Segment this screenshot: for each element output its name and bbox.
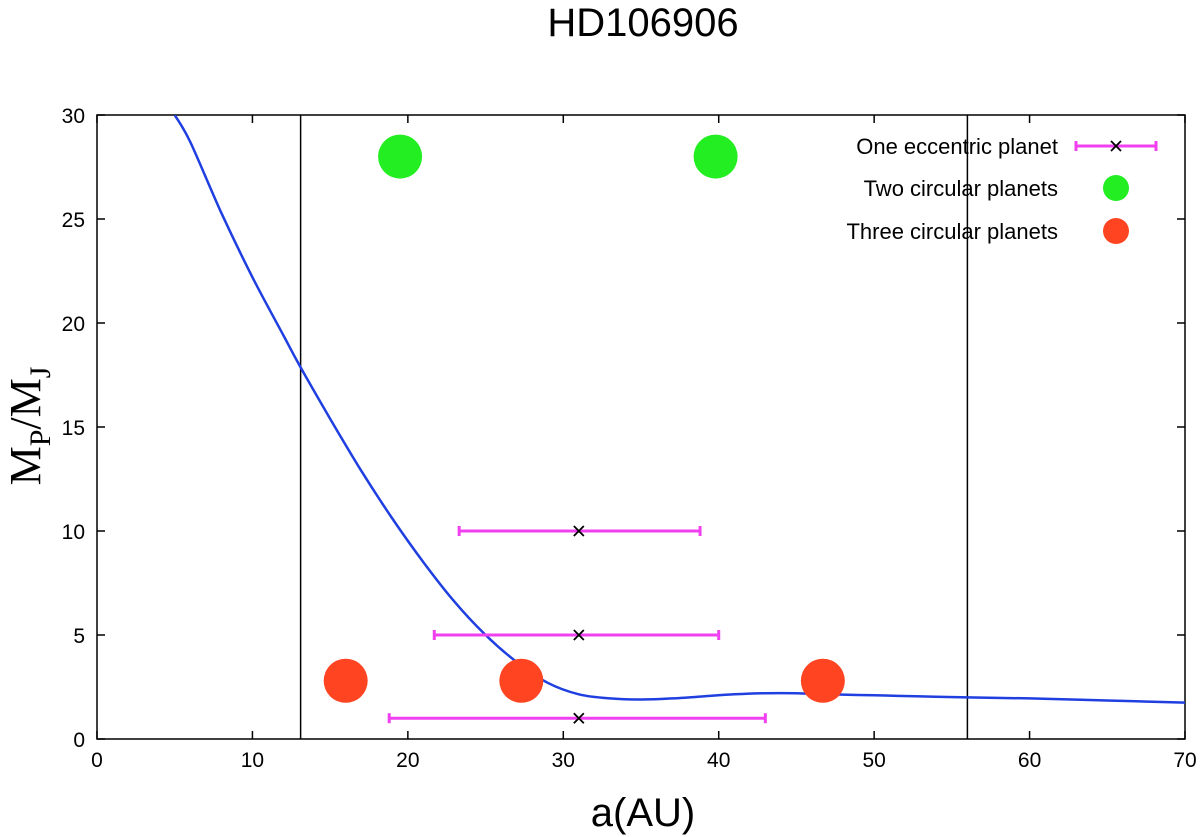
x-tick-label: 40 — [707, 749, 730, 772]
x-tick-label: 30 — [552, 749, 575, 772]
x-tick-label: 10 — [241, 749, 264, 772]
x-axis-label: a(AU) — [591, 791, 695, 835]
x-tick-label: 60 — [1018, 749, 1041, 772]
mass-limit-curve — [173, 115, 1185, 704]
y-axis-label-slash-m: /M — [1, 378, 50, 429]
y-axis-label-sub-p: P — [24, 430, 57, 447]
eccentric-planet-point — [573, 525, 585, 537]
legend-label-eccentric: One eccentric planet — [856, 134, 1058, 159]
y-axis-label-sub-j: J — [24, 366, 57, 378]
three-planet-point — [800, 658, 845, 703]
plot-frame — [96, 114, 1186, 740]
legend-circle-marker — [1103, 218, 1129, 244]
three-planet-point — [499, 658, 544, 703]
two-planet-point — [378, 134, 423, 179]
legend-circle-marker — [1103, 175, 1129, 201]
legend-label-three: Three circular planets — [846, 219, 1058, 244]
y-axis-label: MP/MJ — [1, 366, 57, 485]
y-tick-label: 0 — [73, 729, 85, 752]
three-planet-point — [323, 658, 368, 703]
y-tick-label: 10 — [62, 521, 85, 544]
chart-title: HD106906 — [547, 1, 738, 45]
y-tick-label: 5 — [73, 625, 85, 648]
plot-area: 0 10 20 30 40 50 60 70 0 5 10 15 20 25 30 — [62, 105, 1197, 772]
y-tick-label: 15 — [62, 417, 85, 440]
x-tick-label: 50 — [862, 749, 885, 772]
eccentric-planet-point — [573, 629, 585, 641]
y-tick-label: 30 — [62, 105, 85, 128]
legend: One eccentric planet Two circular planets… — [846, 134, 1158, 244]
eccentric-planet-point — [573, 712, 585, 724]
y-tick-label: 20 — [62, 313, 85, 336]
y-axis-label-main: M — [1, 446, 50, 485]
x-tick-label: 0 — [91, 749, 103, 772]
legend-label-two: Two circular planets — [864, 176, 1058, 201]
x-tick-label: 70 — [1173, 749, 1196, 772]
legend-x-marker — [1110, 140, 1122, 152]
y-tick-label: 25 — [62, 209, 85, 232]
two-planet-point — [693, 134, 738, 179]
x-tick-label: 20 — [396, 749, 419, 772]
